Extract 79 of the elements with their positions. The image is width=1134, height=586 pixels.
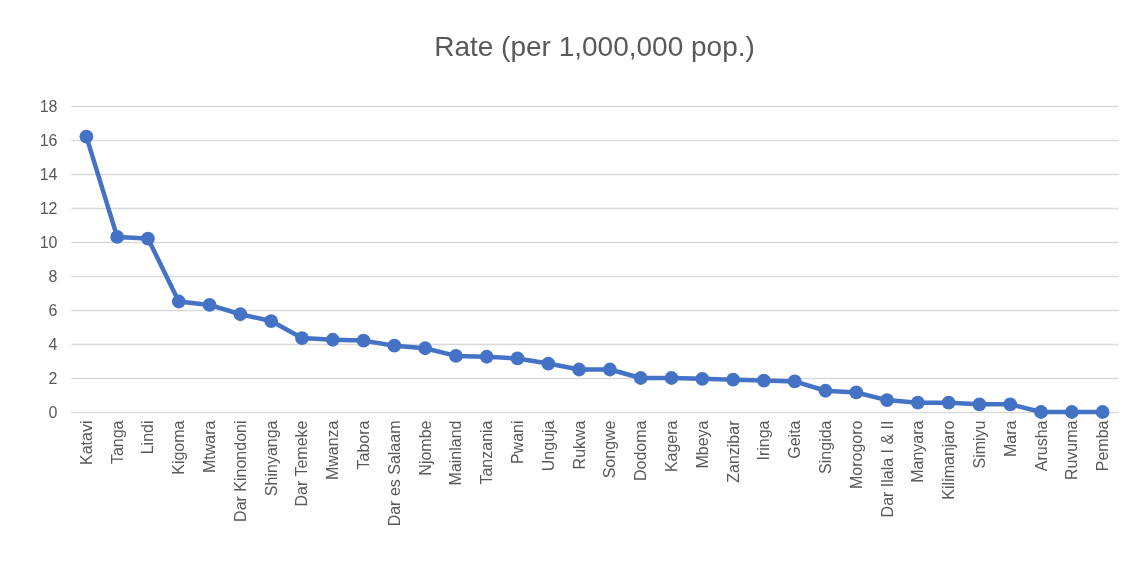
x-tick-label: Iringa [755,420,773,461]
point [972,397,987,412]
point [418,341,433,356]
x-tick-label: Arusha [1032,420,1050,472]
point [171,294,186,309]
x-tick-label: Kagera [662,420,680,473]
y-tick-label: 10 [39,233,58,251]
point [325,332,340,347]
point [202,298,217,312]
point [510,351,525,366]
point [572,362,586,377]
x-tick-label: Kilimanjaro [940,420,958,500]
point [295,331,309,345]
point [1003,397,1018,412]
y-tick-label: 0 [48,403,58,421]
x-tick-label: Shinyanga [262,420,280,497]
point [79,129,94,144]
point [479,349,494,364]
y-tick-label: 14 [39,165,58,183]
point [387,338,402,353]
x-tick-label: Simiyu [970,420,988,469]
point [541,356,556,371]
x-tick-label: Kigoma [170,420,188,475]
x-tick-label: Tanzania [478,420,496,485]
x-tick-label: Njombe [416,420,434,476]
x-tick-label: Pemba [1094,420,1112,472]
x-tick-label: Dodoma [632,420,650,481]
x-tick-label: Katavi [77,420,95,465]
x-tick-label: Rukwa [570,420,588,470]
y-tick-label: 6 [48,301,58,319]
point [849,385,864,400]
y-tick-label: 12 [39,199,58,217]
point [356,333,371,348]
x-tick-label: Mara [1001,420,1019,457]
x-tick-label: Mainland [447,420,465,486]
y-tick-label: 8 [48,267,58,285]
y-tick-label: 4 [48,335,58,353]
point [141,231,155,246]
x-tick-label: Mtwara [201,420,219,473]
point [787,374,802,389]
x-tick-label: Singida [816,420,834,474]
point [603,362,617,377]
point [633,371,648,385]
point [726,372,740,387]
point [818,383,833,398]
point [1095,405,1110,419]
x-tick-label: Manyara [909,420,927,483]
y-tick-label: 18 [39,97,58,115]
x-tick-label: Zanzibar [724,419,742,483]
point [449,349,463,363]
point [110,230,125,244]
x-tick-label: Geita [786,420,804,459]
x-tick-label: Lindi [139,420,157,455]
point [264,314,279,328]
x-tick-label: Dar es Salaam [385,420,403,527]
chart-title: Rate (per 1,000,000 pop.) [434,31,755,62]
x-tick-label: Mwanza [324,420,342,481]
point [233,307,248,322]
point [880,393,894,407]
point [664,371,679,385]
y-tick-label: 16 [39,131,58,149]
point [695,371,710,386]
x-tick-label: Dar Ilala I & II [878,420,896,518]
point [910,395,925,410]
point [756,373,771,388]
x-tick-label: Unguja [539,420,557,472]
x-tick-label: Songwe [601,420,619,479]
x-tick-label: Morogoro [847,420,865,489]
x-tick-label: Tabora [355,420,373,470]
point [941,395,956,410]
x-tick-label: Ruvuma [1063,420,1081,481]
x-tick-label: Dar Kinondoni [231,420,249,522]
x-tick-label: Dar Temeke [293,420,311,507]
x-tick-label: Tanga [108,420,126,465]
x-tick-label: Mbeya [693,420,711,469]
point [1034,405,1048,419]
point [1064,405,1079,419]
y-tick-label: 2 [48,369,58,387]
x-tick-label: Pwani [509,420,527,465]
